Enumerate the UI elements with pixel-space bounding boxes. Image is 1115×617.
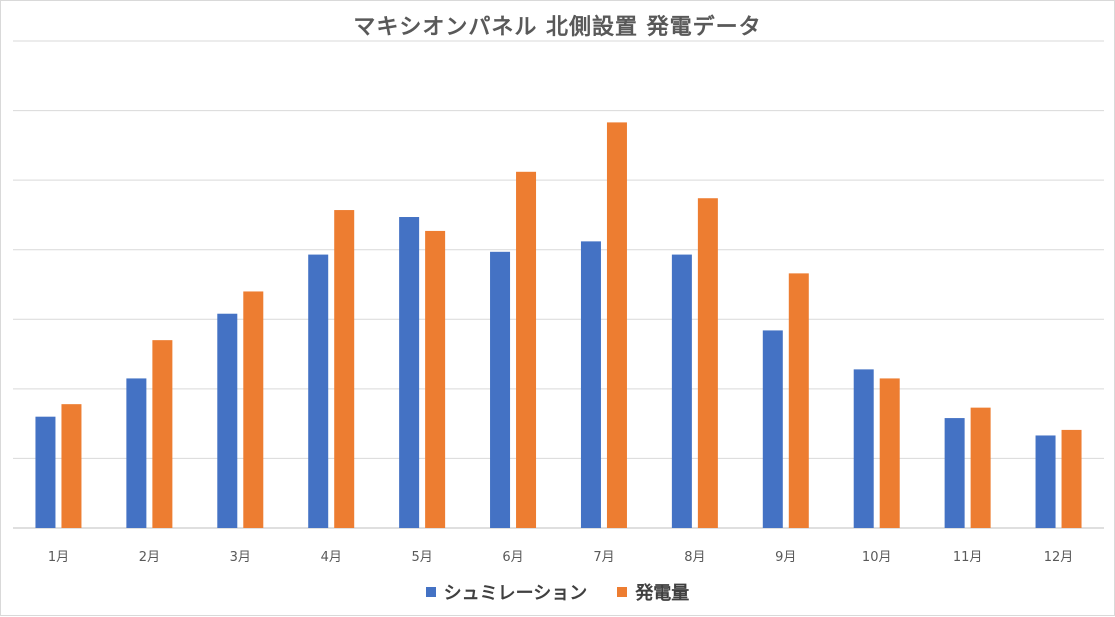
bar-generation-4 <box>334 210 355 528</box>
bar-simulation-12 <box>1035 435 1056 528</box>
bar-simulation-10 <box>853 369 874 528</box>
bar-generation-3 <box>243 291 264 528</box>
legend-label-simulation: シュミレーション <box>443 583 588 604</box>
x-tick-label: 6月 <box>502 550 523 565</box>
x-tick-label: 8月 <box>684 550 705 565</box>
legend-item-simulation: シュミレーション <box>425 579 588 605</box>
legend-label-generation: 発電量 <box>635 583 690 604</box>
bar-simulation-8 <box>671 254 692 528</box>
bar-generation-6 <box>516 171 537 528</box>
x-tick-label: 4月 <box>321 550 342 565</box>
bar-simulation-2 <box>126 378 147 528</box>
x-tick-label: 12月 <box>1044 550 1074 565</box>
legend: シュミレーション 発電量 <box>1 579 1114 605</box>
x-tick-label: 9月 <box>775 550 796 565</box>
bar-simulation-7 <box>580 241 601 528</box>
bar-generation-8 <box>697 198 718 528</box>
bar-generation-1 <box>61 404 82 528</box>
bar-simulation-11 <box>944 418 965 528</box>
x-tick-label: 10月 <box>862 550 892 565</box>
bar-simulation-6 <box>490 251 511 528</box>
bar-generation-2 <box>152 340 173 528</box>
bar-simulation-3 <box>217 313 238 528</box>
legend-swatch-simulation <box>425 587 436 597</box>
x-tick-label: 5月 <box>411 550 432 565</box>
bar-simulation-9 <box>762 330 783 528</box>
x-tick-label: 2月 <box>139 550 160 565</box>
bar-generation-12 <box>1061 429 1082 528</box>
bar-generation-10 <box>879 378 900 528</box>
legend-swatch-generation <box>617 587 628 597</box>
x-tick-label: 11月 <box>953 550 983 565</box>
x-tick-label: 3月 <box>230 550 251 565</box>
bar-simulation-4 <box>308 254 329 528</box>
x-tick-label: 1月 <box>48 550 69 565</box>
x-tick-label: 7月 <box>593 550 614 565</box>
chart-title: マキシオンパネル 北側設置 発電データ <box>353 15 762 40</box>
bar-generation-7 <box>606 122 627 529</box>
legend-item-generation: 発電量 <box>617 579 689 605</box>
bar-simulation-1 <box>35 416 56 528</box>
bar-simulation-5 <box>399 217 420 528</box>
bar-generation-5 <box>425 230 446 528</box>
bar-generation-9 <box>788 273 809 528</box>
bar-generation-11 <box>970 407 991 528</box>
